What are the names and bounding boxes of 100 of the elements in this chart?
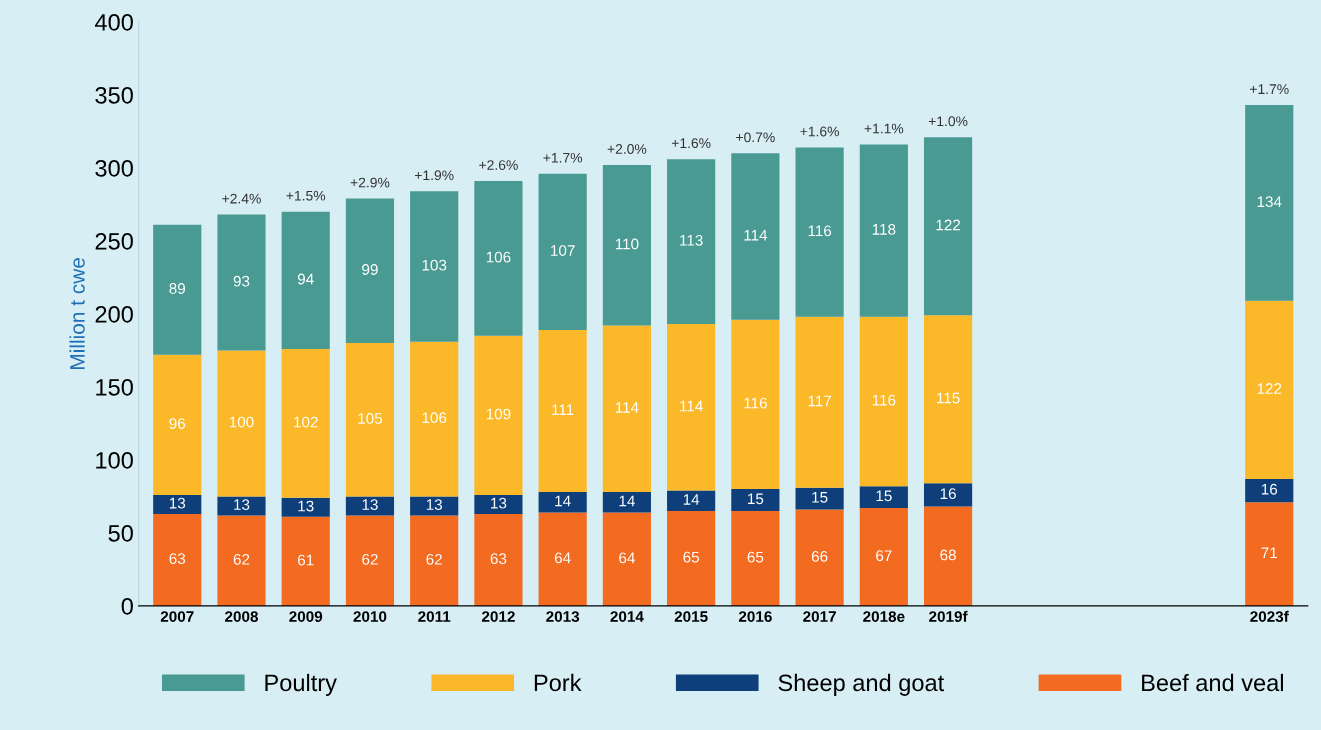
bar — [731, 511, 780, 606]
data-label: 134 — [1257, 196, 1282, 208]
y-tick-label: 300 — [95, 159, 133, 177]
bar — [410, 496, 459, 516]
bar — [345, 515, 395, 606]
x-tick-label: 2010 — [353, 611, 387, 622]
data-label: 15 — [812, 492, 828, 503]
data-label: 66 — [811, 551, 828, 562]
data-label: 110 — [615, 238, 639, 250]
data-label: 15 — [876, 490, 892, 502]
data-label: 13 — [491, 497, 507, 509]
legend-label: Sheep and goat — [778, 673, 945, 696]
x-tick-label: 2008 — [225, 611, 259, 622]
data-label: 89 — [169, 283, 186, 294]
bar — [859, 508, 908, 606]
bar — [153, 494, 202, 514]
legend-label: Pork — [534, 673, 582, 692]
data-label: 115 — [937, 392, 960, 404]
bar — [281, 211, 330, 349]
bar — [281, 497, 330, 517]
annotation: +1.9% — [414, 170, 454, 181]
annotation: +1.6% — [800, 126, 839, 137]
x-tick-label: 2019f — [929, 610, 968, 622]
bar — [859, 144, 908, 317]
bar — [474, 494, 523, 514]
annotation: +0.7% — [736, 132, 775, 143]
data-label: 71 — [1261, 547, 1277, 559]
x-tick-label: 2014 — [610, 611, 644, 622]
bar — [1245, 478, 1294, 503]
data-label: 103 — [422, 259, 447, 271]
bar — [217, 515, 266, 606]
data-label: 68 — [940, 549, 956, 561]
x-tick-label: 2018e — [863, 611, 905, 622]
data-label: 117 — [808, 395, 832, 407]
data-label: 65 — [747, 551, 764, 563]
bar — [795, 147, 844, 317]
bar — [538, 173, 587, 330]
bar — [795, 487, 844, 510]
bar — [923, 315, 973, 484]
bar — [795, 316, 844, 488]
data-label: 113 — [680, 234, 703, 246]
bar — [859, 486, 908, 509]
y-axis-title: Million t cwe — [69, 258, 85, 369]
bar — [731, 489, 780, 511]
bar — [667, 511, 716, 606]
y-tick-label: 100 — [96, 451, 133, 469]
bar — [538, 492, 587, 513]
data-label: 65 — [683, 551, 699, 563]
annotation: +1.0% — [928, 116, 968, 127]
bar — [410, 341, 459, 497]
data-label: 111 — [552, 404, 574, 415]
y-tick-label: 150 — [96, 378, 133, 396]
data-label: 67 — [876, 550, 892, 562]
data-label: 61 — [298, 554, 314, 566]
bar — [538, 329, 587, 493]
y-tick-label: 250 — [95, 232, 133, 250]
bar — [410, 191, 459, 342]
data-label: 14 — [619, 495, 635, 507]
data-label: 16 — [1261, 483, 1278, 495]
data-label: 102 — [294, 416, 318, 428]
bar — [217, 214, 266, 351]
bar — [731, 319, 780, 490]
data-label: 16 — [940, 488, 956, 500]
annotation: +2.9% — [350, 177, 390, 188]
data-label: 100 — [229, 416, 254, 428]
data-label: 13 — [169, 497, 186, 509]
data-label: 62 — [362, 553, 378, 565]
annotation: +1.1% — [864, 123, 904, 134]
bar — [667, 324, 716, 491]
annotation: +2.0% — [607, 144, 647, 154]
data-label: 106 — [422, 412, 447, 424]
data-label: 99 — [362, 264, 378, 275]
data-label: 13 — [298, 500, 314, 512]
data-label: 118 — [872, 223, 896, 235]
bar — [153, 354, 202, 495]
data-label: 13 — [234, 499, 250, 510]
data-label: 116 — [872, 394, 896, 406]
data-label: 114 — [615, 402, 639, 413]
data-label: 62 — [426, 553, 442, 565]
bar — [602, 492, 651, 513]
x-tick-label: 2011 — [418, 611, 451, 622]
bar — [217, 496, 266, 516]
bar — [153, 513, 202, 606]
bar — [923, 483, 973, 507]
y-tick-label: 200 — [95, 305, 133, 323]
bar — [923, 137, 973, 316]
bar — [602, 512, 651, 606]
data-label: 63 — [490, 553, 507, 565]
data-label: 109 — [486, 408, 511, 420]
annotation: +2.6% — [479, 160, 518, 170]
data-label: 116 — [744, 397, 767, 409]
x-tick-label: 2013 — [546, 611, 580, 622]
legend-label: Beef and veal — [1142, 673, 1283, 692]
bar — [1245, 105, 1294, 301]
data-label: 96 — [169, 418, 186, 429]
bar — [281, 516, 330, 606]
data-label: 14 — [555, 495, 571, 507]
bar — [731, 153, 780, 320]
data-label: 62 — [233, 553, 250, 565]
x-tick-label: 2007 — [160, 611, 194, 622]
